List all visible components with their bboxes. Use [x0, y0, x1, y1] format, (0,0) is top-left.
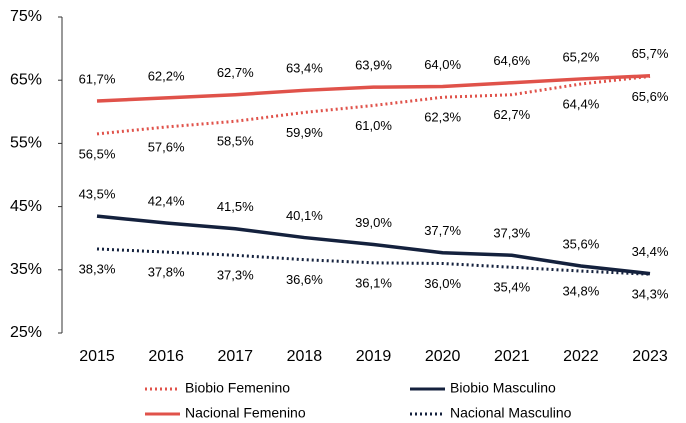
x-tick-label: 2017 — [217, 348, 253, 365]
data-label: 37,3% — [493, 226, 530, 241]
y-tick-label: 65% — [10, 71, 42, 88]
legend-label: Nacional Femenino — [185, 405, 306, 421]
data-label: 35,4% — [493, 280, 530, 295]
data-label: 62,7% — [493, 107, 530, 122]
data-label: 35,6% — [562, 236, 599, 251]
y-tick-label: 25% — [10, 324, 42, 341]
x-tick-label: 2019 — [356, 348, 392, 365]
y-tick-label: 75% — [10, 8, 42, 25]
legend-label: Nacional Masculino — [450, 405, 572, 421]
data-label: 64,4% — [562, 96, 599, 111]
data-label: 40,1% — [286, 208, 323, 223]
series-line — [96, 247, 651, 276]
data-label: 64,0% — [424, 57, 461, 72]
series-line — [96, 74, 651, 103]
data-label: 61,7% — [79, 71, 116, 86]
data-label: 38,3% — [79, 261, 116, 276]
data-label: 63,4% — [286, 61, 323, 76]
legend-label: Biobio Masculino — [450, 380, 556, 396]
data-label: 62,3% — [424, 110, 461, 125]
data-label: 43,5% — [79, 187, 116, 202]
data-label: 63,9% — [355, 58, 392, 73]
data-label: 42,4% — [148, 193, 185, 208]
data-label: 62,2% — [148, 68, 185, 83]
data-label: 65,6% — [632, 89, 669, 104]
data-label: 37,3% — [217, 268, 254, 283]
data-label: 34,8% — [562, 284, 599, 299]
x-tick-label: 2018 — [287, 348, 323, 365]
x-tick-label: 2020 — [425, 348, 461, 365]
data-label: 41,5% — [217, 199, 254, 214]
data-label: 56,5% — [79, 146, 116, 161]
data-label: 37,8% — [148, 265, 185, 280]
data-label: 34,3% — [632, 287, 669, 302]
series-line — [96, 214, 651, 276]
data-label: 36,6% — [286, 272, 323, 287]
data-label: 57,6% — [148, 139, 185, 154]
data-label: 59,9% — [286, 125, 323, 140]
data-label: 62,7% — [217, 65, 254, 80]
x-tick-label: 2016 — [148, 348, 184, 365]
x-tick-label: 2021 — [494, 348, 530, 365]
data-label: 37,7% — [424, 223, 461, 238]
data-label: 61,0% — [355, 118, 392, 133]
data-label: 65,7% — [632, 46, 669, 61]
legend-label: Biobio Femenino — [185, 380, 290, 396]
data-label: 34,4% — [632, 244, 669, 259]
data-label: 65,2% — [562, 49, 599, 64]
y-tick-label: 45% — [10, 198, 42, 215]
x-tick-label: 2022 — [563, 348, 599, 365]
data-label: 36,1% — [355, 275, 392, 290]
x-tick-label: 2023 — [632, 348, 668, 365]
data-label: 58,5% — [217, 134, 254, 149]
x-tick-label: 2015 — [79, 348, 115, 365]
data-label: 36,0% — [424, 276, 461, 291]
data-label: 39,0% — [355, 215, 392, 230]
y-tick-label: 35% — [10, 261, 42, 278]
data-label: 64,6% — [493, 53, 530, 68]
y-tick-label: 55% — [10, 135, 42, 152]
